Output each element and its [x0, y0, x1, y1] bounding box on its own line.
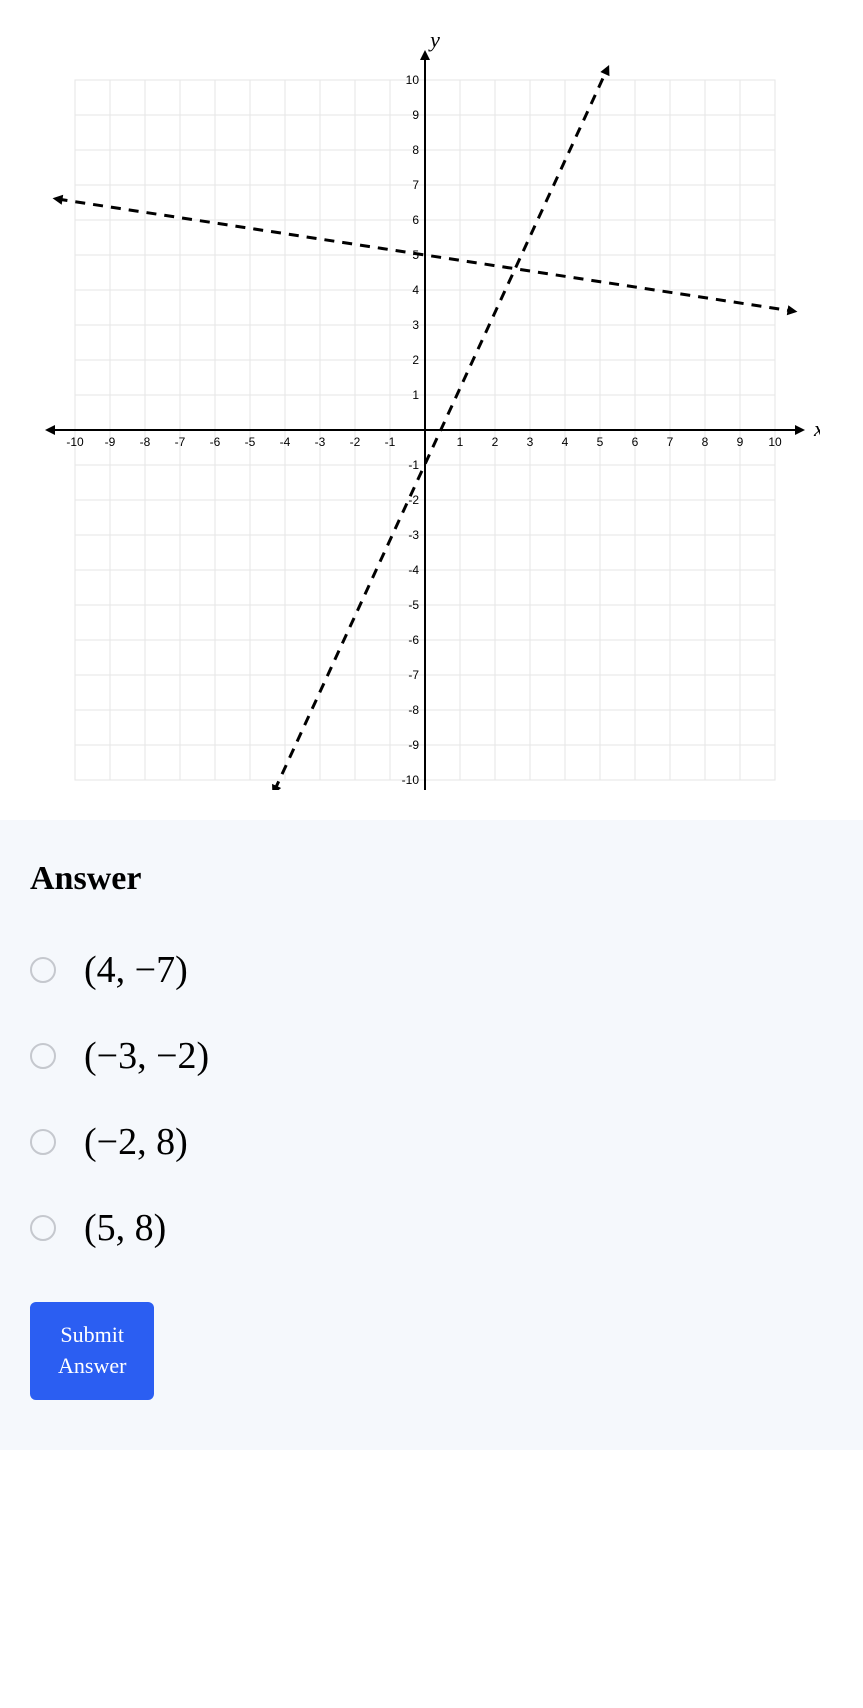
answer-option-3[interactable]: (5, 8)	[30, 1206, 833, 1250]
svg-text:3: 3	[412, 318, 419, 332]
svg-text:-7: -7	[408, 668, 419, 682]
svg-text:-6: -6	[210, 435, 221, 449]
svg-text:-3: -3	[315, 435, 326, 449]
svg-text:7: 7	[667, 435, 674, 449]
svg-text:6: 6	[412, 213, 419, 227]
svg-text:-4: -4	[280, 435, 291, 449]
svg-text:4: 4	[562, 435, 569, 449]
submit-button[interactable]: SubmitAnswer	[30, 1302, 154, 1400]
svg-text:y: y	[428, 30, 440, 52]
options-container: (4, −7) (−3, −2) (−2, 8) (5, 8)	[30, 948, 833, 1250]
option-label: (−2, 8)	[84, 1120, 188, 1164]
svg-text:-10: -10	[402, 773, 420, 787]
svg-text:9: 9	[412, 108, 419, 122]
radio-icon[interactable]	[30, 957, 56, 983]
svg-text:-9: -9	[408, 738, 419, 752]
svg-text:8: 8	[702, 435, 709, 449]
chart-container: -10 -9 -8 -7 -6 -5 -4 -3 -2 -1 1 2 3 4 5 6 7 8 9 10 -10 -9 -8 -…	[0, 0, 863, 820]
svg-text:6: 6	[632, 435, 639, 449]
svg-text:-5: -5	[408, 598, 419, 612]
answer-section: Answer (4, −7) (−3, −2) (−2, 8) (5, 8) Subm…	[0, 820, 863, 1450]
svg-text:-4: -4	[408, 563, 419, 577]
svg-text:-8: -8	[408, 703, 419, 717]
option-label: (5, 8)	[84, 1206, 166, 1250]
svg-text:-3: -3	[408, 528, 419, 542]
svg-text:8: 8	[412, 143, 419, 157]
svg-text:-6: -6	[408, 633, 419, 647]
svg-text:-9: -9	[105, 435, 116, 449]
option-label: (4, −7)	[84, 948, 188, 992]
answer-option-0[interactable]: (4, −7)	[30, 948, 833, 992]
answer-option-1[interactable]: (−3, −2)	[30, 1034, 833, 1078]
svg-text:2: 2	[412, 353, 419, 367]
svg-text:5: 5	[597, 435, 604, 449]
svg-text:x: x	[813, 416, 820, 441]
coordinate-graph: -10 -9 -8 -7 -6 -5 -4 -3 -2 -1 1 2 3 4 5 6 7 8 9 10 -10 -9 -8 -…	[20, 30, 820, 790]
svg-text:-5: -5	[245, 435, 256, 449]
svg-text:-1: -1	[385, 435, 396, 449]
svg-text:-10: -10	[66, 435, 84, 449]
submit-button-label: SubmitAnswer	[58, 1322, 126, 1378]
svg-text:2: 2	[492, 435, 499, 449]
svg-text:10: 10	[406, 73, 420, 87]
svg-text:1: 1	[412, 388, 419, 402]
svg-text:7: 7	[412, 178, 419, 192]
svg-text:-2: -2	[350, 435, 361, 449]
svg-text:9: 9	[737, 435, 744, 449]
radio-icon[interactable]	[30, 1129, 56, 1155]
svg-text:10: 10	[768, 435, 782, 449]
option-label: (−3, −2)	[84, 1034, 209, 1078]
answer-option-2[interactable]: (−2, 8)	[30, 1120, 833, 1164]
svg-text:3: 3	[527, 435, 534, 449]
svg-text:-8: -8	[140, 435, 151, 449]
answer-heading: Answer	[30, 860, 833, 898]
svg-text:-1: -1	[408, 458, 419, 472]
svg-text:4: 4	[412, 283, 419, 297]
svg-text:-7: -7	[175, 435, 186, 449]
radio-icon[interactable]	[30, 1215, 56, 1241]
svg-text:1: 1	[457, 435, 464, 449]
radio-icon[interactable]	[30, 1043, 56, 1069]
